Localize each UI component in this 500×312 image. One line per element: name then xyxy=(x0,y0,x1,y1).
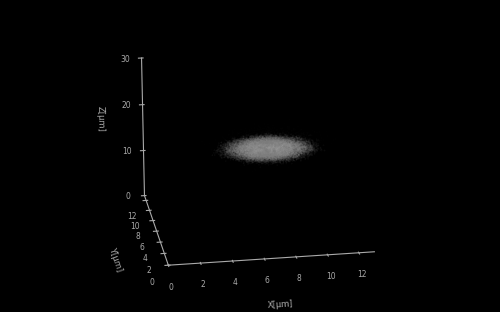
Y-axis label: Y[μm]: Y[μm] xyxy=(107,246,124,273)
X-axis label: X[μm]: X[μm] xyxy=(267,300,293,310)
